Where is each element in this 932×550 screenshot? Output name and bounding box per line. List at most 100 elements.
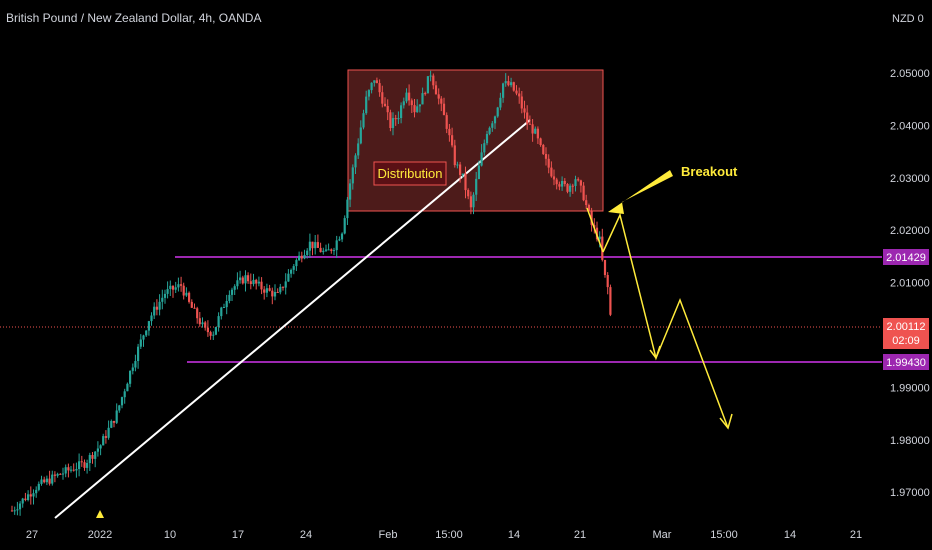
candle-body bbox=[367, 90, 370, 97]
candle-body bbox=[370, 82, 373, 91]
candle-body bbox=[528, 123, 531, 125]
level-tag-upper-text: 2.01429 bbox=[886, 252, 926, 264]
candle-body bbox=[322, 250, 325, 253]
distribution-label: Distribution bbox=[377, 166, 442, 181]
candle-body bbox=[579, 180, 582, 186]
candle-body bbox=[485, 134, 489, 144]
candle-body bbox=[314, 242, 317, 249]
candle-body bbox=[298, 255, 301, 261]
candle-body bbox=[21, 498, 24, 504]
candle-body bbox=[174, 287, 177, 290]
candle-body bbox=[332, 250, 336, 252]
candle-body bbox=[324, 249, 328, 251]
candle-body bbox=[477, 165, 480, 179]
candle-body bbox=[239, 277, 242, 281]
candle-body bbox=[413, 105, 416, 113]
candle-body bbox=[88, 455, 91, 463]
candle-body bbox=[440, 98, 443, 104]
candle-body bbox=[383, 103, 387, 107]
candle-body bbox=[13, 510, 16, 512]
candle-body bbox=[171, 285, 175, 290]
candle-body bbox=[78, 461, 81, 469]
candle-body bbox=[45, 478, 48, 483]
candle-body bbox=[180, 284, 183, 286]
candle-body bbox=[542, 145, 545, 154]
candles bbox=[10, 70, 612, 516]
candle-body bbox=[118, 405, 121, 411]
y-tick-label: 1.98000 bbox=[890, 435, 930, 447]
candle-body bbox=[550, 167, 553, 177]
distribution-label-box bbox=[373, 161, 447, 186]
candle-body bbox=[416, 106, 419, 113]
candle-body bbox=[222, 307, 226, 308]
candle-body bbox=[536, 128, 539, 139]
candle-body bbox=[512, 82, 515, 91]
x-tick-label: 21 bbox=[850, 529, 862, 541]
candle-body bbox=[330, 249, 333, 251]
candle-body bbox=[459, 164, 462, 175]
candle-body bbox=[40, 479, 43, 484]
candle-body bbox=[311, 241, 314, 249]
candle-body bbox=[182, 285, 185, 296]
candle-body bbox=[445, 115, 448, 129]
candle-body bbox=[472, 194, 475, 208]
candle-body bbox=[346, 199, 349, 219]
candle-body bbox=[300, 255, 303, 259]
candle-body bbox=[145, 330, 148, 336]
candle-body bbox=[507, 81, 510, 86]
candle-body bbox=[534, 128, 537, 134]
chart-title: British Pound / New Zealand Dollar, 4h, … bbox=[6, 11, 261, 25]
level-tag-upper bbox=[883, 249, 929, 265]
candle-body bbox=[582, 185, 585, 201]
candle-body bbox=[394, 118, 397, 120]
candle-body bbox=[544, 154, 548, 159]
breakout-label: Breakout bbox=[681, 164, 738, 179]
current-price-tag bbox=[883, 318, 929, 349]
trendline[interactable] bbox=[54, 119, 531, 519]
candle-body bbox=[279, 286, 282, 293]
candle-body bbox=[110, 421, 113, 428]
x-tick-label: 2022 bbox=[88, 529, 112, 541]
candle-body bbox=[37, 483, 40, 490]
candle-body bbox=[391, 118, 395, 128]
x-tick-label: 10 bbox=[164, 529, 176, 541]
x-tick-label: 15:00 bbox=[435, 529, 463, 541]
candle-body bbox=[306, 250, 309, 255]
candle-body bbox=[354, 155, 357, 168]
candle-body bbox=[319, 247, 322, 253]
candle-body bbox=[287, 273, 290, 282]
y-tick-label: 1.97000 bbox=[890, 487, 930, 499]
candle-body bbox=[209, 332, 212, 336]
candle-body bbox=[426, 76, 429, 94]
price-axis[interactable]: 2.05000 2.04000 2.03000 2.02000 2.01000 1.990… bbox=[890, 68, 930, 499]
candle-body bbox=[61, 473, 65, 475]
candle-body bbox=[112, 421, 116, 423]
candle-body bbox=[102, 436, 105, 446]
candle-body bbox=[185, 292, 188, 296]
breakout-arrow-line[interactable] bbox=[586, 207, 604, 253]
candle-body bbox=[375, 80, 378, 84]
candle-body bbox=[190, 301, 193, 308]
candle-body bbox=[389, 112, 392, 128]
candle-body bbox=[249, 281, 252, 284]
candle-body bbox=[51, 474, 54, 484]
level-tag-lower bbox=[883, 354, 929, 370]
candle-body bbox=[295, 260, 298, 267]
candle-body bbox=[284, 281, 287, 288]
candle-body bbox=[563, 181, 566, 184]
candle-body bbox=[196, 308, 199, 319]
candle-body bbox=[365, 96, 368, 114]
x-tick-label: Mar bbox=[653, 529, 672, 541]
candle-body bbox=[134, 361, 137, 368]
candle-body bbox=[491, 123, 494, 128]
time-axis[interactable]: 27 2022 10 17 24 Feb 15:00 14 21 Mar 15:00 14 21 bbox=[26, 529, 862, 541]
candle-body bbox=[193, 307, 196, 309]
candle-body bbox=[577, 179, 580, 181]
candle-body bbox=[359, 127, 362, 144]
candle-body bbox=[255, 279, 258, 284]
projection-arrowhead-2 bbox=[719, 413, 733, 430]
projection-arrows[interactable] bbox=[586, 207, 733, 430]
x-tick-label: 24 bbox=[300, 529, 312, 541]
